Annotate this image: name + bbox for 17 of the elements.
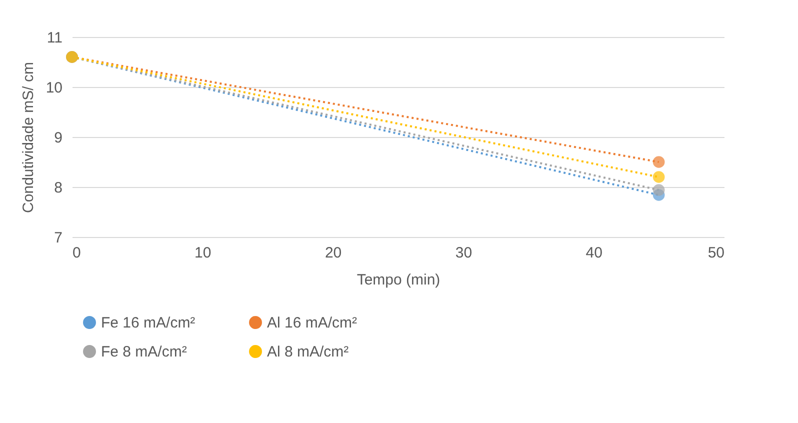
x-tick-label: 20 xyxy=(324,244,342,262)
y-tick-label: 7 xyxy=(54,230,62,246)
y-tick-label: 9 xyxy=(54,130,62,146)
x-axis-title: Tempo (min) xyxy=(356,272,440,288)
legend-label: Fe 16 mA/cm² xyxy=(101,314,196,332)
legend-label: Al 8 mA/cm² xyxy=(267,344,349,360)
y-tick-label: 11 xyxy=(46,30,62,46)
legend-label: Al 16 mA/cm² xyxy=(267,314,358,332)
x-tick-label: 0 xyxy=(72,244,81,262)
y-tick-label: 8 xyxy=(54,180,62,196)
x-tick-label: 30 xyxy=(455,244,472,262)
y-tick-label: 10 xyxy=(46,80,62,96)
x-tick-label: 10 xyxy=(194,244,212,262)
y-axis-title: Condutividade mS/ cm xyxy=(20,62,37,213)
x-tick-label: 50 xyxy=(708,244,724,262)
legend-label: Fe 8 mA/cm² xyxy=(101,344,187,360)
x-tick-label: 40 xyxy=(586,244,602,262)
